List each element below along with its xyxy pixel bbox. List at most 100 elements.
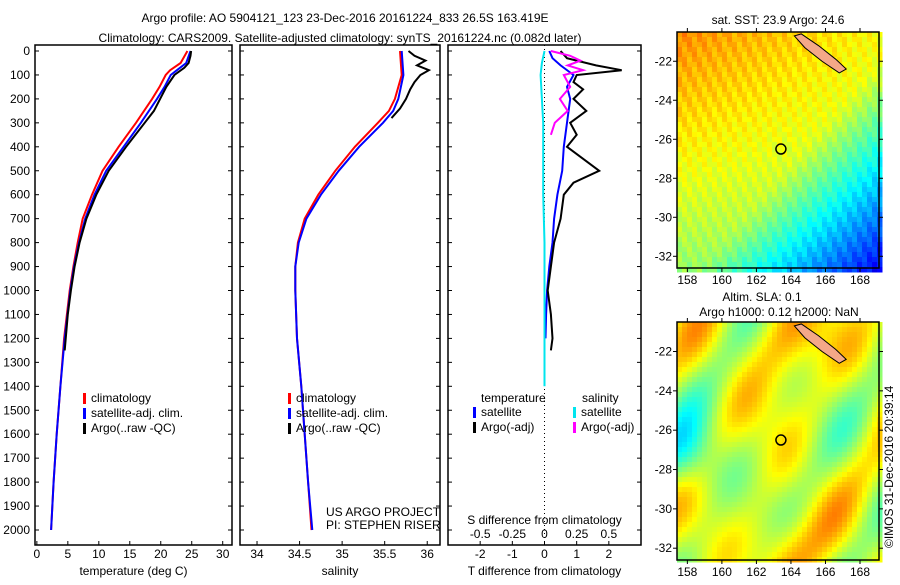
- map-cell: [757, 232, 763, 238]
- map-cell: [692, 112, 698, 118]
- map-cell: [797, 207, 803, 213]
- map-cell: [817, 397, 823, 403]
- map-cell: [872, 522, 878, 528]
- map-cell: [702, 102, 708, 108]
- map-cell: [867, 537, 873, 543]
- map-cell: [732, 427, 738, 433]
- map-cell: [812, 187, 818, 193]
- map-cell: [722, 487, 728, 493]
- map-cell: [697, 237, 703, 243]
- map-cell: [817, 547, 823, 553]
- map-cell: [742, 117, 748, 123]
- map-cell: [692, 382, 698, 388]
- map-cell: [727, 212, 733, 218]
- map-cell: [742, 202, 748, 208]
- map-cell: [852, 222, 858, 228]
- map-cell: [782, 242, 788, 248]
- map-cell: [812, 362, 818, 368]
- map-cell: [832, 267, 838, 273]
- map-cell: [872, 167, 878, 173]
- map-cell: [762, 247, 768, 253]
- map-cell: [792, 187, 798, 193]
- map-cell: [682, 42, 688, 48]
- map-cell: [817, 467, 823, 473]
- map-cell: [727, 37, 733, 43]
- map-cell: [712, 467, 718, 473]
- map-cell: [827, 512, 833, 518]
- map-cell: [687, 257, 693, 263]
- map-cell: [872, 422, 878, 428]
- map-cell: [837, 197, 843, 203]
- map-cell: [767, 392, 773, 398]
- map-cell: [717, 477, 723, 483]
- map-cell: [707, 62, 713, 68]
- map-cell: [727, 157, 733, 163]
- map-cell: [782, 167, 788, 173]
- map-cell: [767, 57, 773, 63]
- map-cell: [732, 482, 738, 488]
- map-cell: [812, 72, 818, 78]
- map-cell: [712, 192, 718, 198]
- title-line-2: Climatology: CARS2009. Satellite-adjuste…: [99, 31, 582, 45]
- map-cell: [867, 267, 873, 273]
- map-cell: [732, 407, 738, 413]
- map-cell: [792, 222, 798, 228]
- map-cell: [857, 222, 863, 228]
- map-cell: [812, 392, 818, 398]
- map-cell: [867, 352, 873, 358]
- map-cell: [787, 117, 793, 123]
- map-cell: [842, 492, 848, 498]
- map-cell: [802, 82, 808, 88]
- map-cell: [812, 32, 818, 38]
- map-cell: [777, 492, 783, 498]
- map-cell: [842, 532, 848, 538]
- map-cell: [687, 67, 693, 73]
- map-cell: [842, 102, 848, 108]
- map-cell: [747, 432, 753, 438]
- map-cell: [737, 132, 743, 138]
- map-cell: [762, 122, 768, 128]
- map-cell: [812, 437, 818, 443]
- map-cell: [792, 102, 798, 108]
- map-cell: [697, 392, 703, 398]
- legend-label: Argo(-adj): [481, 420, 534, 434]
- map-cell: [702, 137, 708, 143]
- map-cell: [697, 547, 703, 553]
- map-cell: [792, 442, 798, 448]
- map-cell: [767, 242, 773, 248]
- x-tick-label: 36: [421, 547, 435, 561]
- map-cell: [792, 207, 798, 213]
- map-cell: [837, 512, 843, 518]
- map-cell: [697, 417, 703, 423]
- map-cell: [697, 97, 703, 103]
- map-cell: [752, 172, 758, 178]
- map-cell: [812, 462, 818, 468]
- map-cell: [762, 72, 768, 78]
- map-cell: [802, 382, 808, 388]
- map-cell: [787, 262, 793, 268]
- map-cell: [867, 372, 873, 378]
- map-cell: [727, 92, 733, 98]
- map-cell: [737, 57, 743, 63]
- map-cell: [872, 432, 878, 438]
- map-cell: [847, 472, 853, 478]
- map-cell: [812, 267, 818, 273]
- map-cell: [757, 222, 763, 228]
- map-cell: [757, 112, 763, 118]
- map-cell: [782, 137, 788, 143]
- map-cell: [692, 412, 698, 418]
- map-cell: [707, 257, 713, 263]
- map-cell: [857, 377, 863, 383]
- map-cell: [867, 62, 873, 68]
- map-cell: [862, 502, 868, 508]
- map-cell: [722, 187, 728, 193]
- map-cell: [707, 532, 713, 538]
- map-cell: [692, 217, 698, 223]
- map-cell: [752, 412, 758, 418]
- map-cell: [842, 62, 848, 68]
- map-cell: [692, 192, 698, 198]
- map-cell: [777, 182, 783, 188]
- map-cell: [687, 527, 693, 533]
- map-cell: [837, 347, 843, 353]
- map-cell: [792, 232, 798, 238]
